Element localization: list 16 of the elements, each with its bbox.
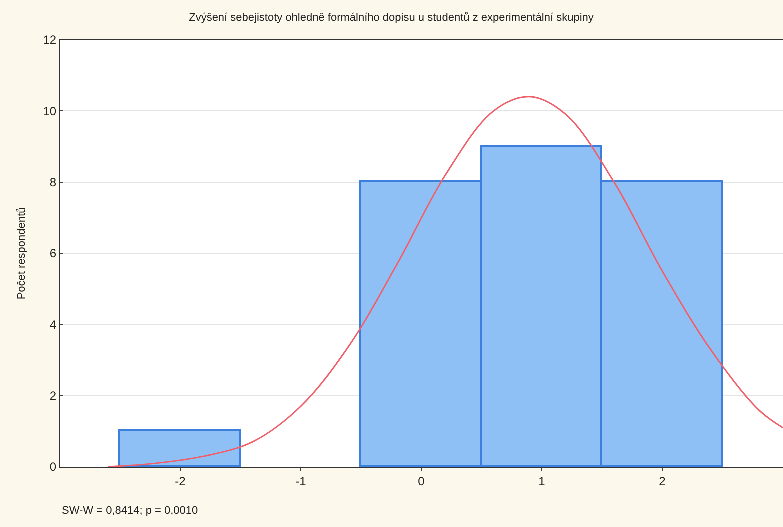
chart-title: Zvýšení sebejistoty ohledně formálního dopisu u studentů z experimentální skupiny: [189, 12, 594, 24]
y-tick-label: 8: [50, 176, 57, 190]
y-tick-label: 6: [50, 246, 57, 261]
y-tick-label: 0: [50, 460, 57, 474]
x-tick-label: -1: [296, 474, 307, 488]
y-axis-title: Počet respondentů: [16, 207, 28, 300]
line-series: [107, 96, 783, 467]
x-tick-label: -2: [175, 474, 186, 488]
y-tick-label: 12: [43, 33, 57, 48]
y-tick-label: 4: [50, 318, 57, 332]
text: SW-W = 0,8414; p = 0,0010: [62, 505, 198, 517]
y-tick-label: 10: [43, 104, 57, 118]
y-tick-label: 2: [50, 389, 57, 404]
x-tick-label: 0: [418, 474, 426, 488]
x-tick-label: 1: [538, 474, 546, 488]
x-tick-label: 2: [659, 474, 666, 488]
